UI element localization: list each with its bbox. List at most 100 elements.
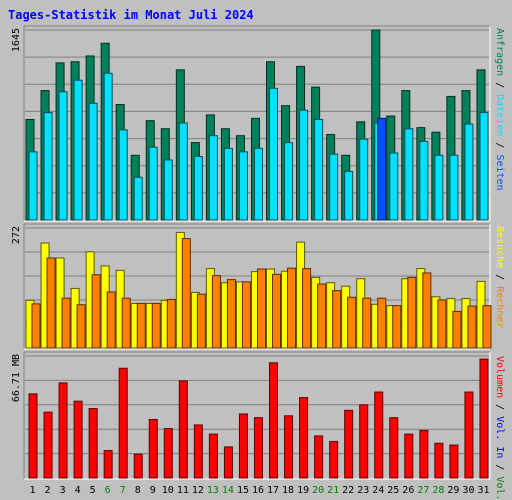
bar-volumen-day-14 bbox=[223, 446, 233, 479]
x-tick-label: 20 bbox=[312, 485, 324, 496]
legend-middle-panel: Besuche / Rechner bbox=[494, 226, 505, 328]
bar-dateien-day-12 bbox=[193, 155, 203, 221]
legend-separator: / bbox=[494, 268, 505, 286]
bar-dateien-day-3 bbox=[58, 91, 68, 221]
legend-separator: / bbox=[494, 76, 505, 94]
x-tick-label: 17 bbox=[267, 485, 279, 496]
bar-volumen-day-30 bbox=[464, 391, 474, 479]
bar-rechner-day-13 bbox=[211, 275, 221, 349]
bar-dateien-day-15 bbox=[238, 151, 248, 221]
bar-dateien-day-4 bbox=[73, 79, 83, 221]
panel-1: 1645 bbox=[11, 25, 491, 222]
bar-dateien-day-18 bbox=[284, 142, 294, 221]
bar-rechner-day-17 bbox=[272, 273, 282, 349]
x-tick-label: 19 bbox=[297, 485, 309, 496]
bar-dateien-day-10 bbox=[163, 159, 173, 221]
x-tick-label: 10 bbox=[162, 485, 174, 496]
bar-dateien-day-14 bbox=[223, 147, 233, 221]
bar-dateien-day-19 bbox=[299, 109, 309, 221]
bar-dateien-day-28 bbox=[434, 154, 444, 221]
bar-rechner-day-15 bbox=[241, 281, 251, 349]
x-tick-label: 25 bbox=[387, 485, 399, 496]
bar-volumen-day-4 bbox=[73, 400, 83, 479]
bar-rechner-day-16 bbox=[256, 268, 266, 349]
bar-volumen-day-5 bbox=[88, 408, 98, 479]
legend-dateien: Dateien bbox=[494, 94, 505, 136]
bar-volumen-day-19 bbox=[299, 397, 309, 479]
x-tick-label: 23 bbox=[357, 485, 369, 496]
bar-volumen-day-24 bbox=[374, 391, 384, 479]
right-legend-labels: Anfragen / Dateien / Seiten Besuche / Rec… bbox=[494, 28, 505, 500]
bar-rechner-day-5 bbox=[91, 274, 101, 349]
bar-volumen-day-9 bbox=[148, 418, 158, 479]
bar-rechner-day-29 bbox=[452, 310, 462, 349]
bar-volumen-day-16 bbox=[253, 417, 263, 479]
bar-volumen-day-23 bbox=[359, 404, 369, 479]
bar-dateien-day-23 bbox=[359, 138, 369, 221]
bar-rechner-day-24 bbox=[377, 297, 387, 349]
bar-rechner-day-9 bbox=[151, 302, 161, 349]
bar-rechner-day-14 bbox=[226, 279, 236, 349]
legend-anfragen: Anfragen bbox=[494, 28, 505, 76]
bar-dateien-day-2 bbox=[43, 112, 53, 221]
x-tick-label: 2 bbox=[45, 485, 51, 496]
bar-rechner-day-3 bbox=[61, 297, 71, 349]
bar-dateien-day-25 bbox=[389, 152, 399, 221]
bar-dateien-day-26 bbox=[404, 128, 414, 221]
legend-vol-out: Vol. Out bbox=[494, 476, 505, 500]
bar-volumen-day-11 bbox=[178, 380, 188, 479]
bar-dateien-day-29 bbox=[449, 154, 459, 221]
bar-rechner-day-11 bbox=[181, 238, 191, 349]
bar-volumen-day-13 bbox=[208, 433, 218, 479]
bar-volumen-day-2 bbox=[43, 411, 53, 479]
bar-rechner-day-6 bbox=[106, 291, 116, 349]
x-tick-label: 29 bbox=[447, 485, 459, 496]
bar-dateien-day-1 bbox=[28, 151, 38, 221]
bar-rechner-day-7 bbox=[121, 297, 131, 349]
bar-rechner-day-4 bbox=[76, 304, 86, 349]
bar-volumen-day-6 bbox=[103, 450, 113, 479]
legend-separator: / bbox=[494, 398, 505, 416]
bar-dateien-day-11 bbox=[178, 122, 188, 221]
bar-dateien-day-7 bbox=[118, 129, 128, 221]
bar-rechner-day-26 bbox=[407, 276, 417, 349]
bar-dateien-day-8 bbox=[133, 176, 143, 221]
x-tick-label: 31 bbox=[477, 485, 489, 496]
legend-vol-in: Vol. In bbox=[494, 416, 505, 458]
x-tick-label: 7 bbox=[120, 485, 126, 496]
bar-rechner-day-31 bbox=[482, 305, 492, 349]
x-tick-label: 30 bbox=[462, 485, 474, 496]
bar-volumen-day-31 bbox=[479, 358, 489, 479]
bar-dateien-day-22 bbox=[344, 170, 354, 221]
x-tick-label: 24 bbox=[372, 485, 384, 496]
legend-besuche: Besuche bbox=[494, 226, 505, 268]
bar-dateien-day-31 bbox=[479, 112, 489, 221]
bar-dateien-day-16 bbox=[253, 147, 263, 221]
bar-volumen-day-17 bbox=[269, 362, 279, 479]
panel-3: 66.71 MB bbox=[11, 351, 491, 480]
bar-volumen-day-22 bbox=[344, 409, 354, 479]
y-max-label: 272 bbox=[11, 226, 22, 244]
legend-top-panel: Anfragen / Dateien / Seiten bbox=[494, 28, 505, 191]
y-max-label: 66.71 MB bbox=[11, 354, 22, 402]
bar-rechner-day-30 bbox=[467, 305, 477, 349]
bar-dateien-day-27 bbox=[419, 140, 429, 221]
x-tick-label: 27 bbox=[417, 485, 429, 496]
bar-seiten-day-24 bbox=[377, 117, 387, 221]
chart-title: Tages-Statistik im Monat Juli 2024 bbox=[8, 8, 254, 22]
bar-rechner-day-28 bbox=[437, 299, 447, 349]
x-tick-label: 18 bbox=[282, 485, 294, 496]
x-tick-label: 8 bbox=[135, 485, 141, 496]
bar-dateien-day-9 bbox=[148, 146, 158, 221]
bar-volumen-day-3 bbox=[58, 382, 68, 479]
bar-rechner-day-22 bbox=[347, 296, 357, 349]
x-tick-label: 11 bbox=[177, 485, 189, 496]
x-tick-label: 14 bbox=[222, 485, 234, 496]
bar-volumen-day-25 bbox=[389, 417, 399, 479]
bar-dateien-day-5 bbox=[88, 102, 98, 221]
x-tick-label: 28 bbox=[432, 485, 444, 496]
bar-volumen-day-28 bbox=[434, 442, 444, 479]
bar-volumen-day-29 bbox=[449, 444, 459, 479]
y-max-label: 1645 bbox=[11, 28, 22, 52]
